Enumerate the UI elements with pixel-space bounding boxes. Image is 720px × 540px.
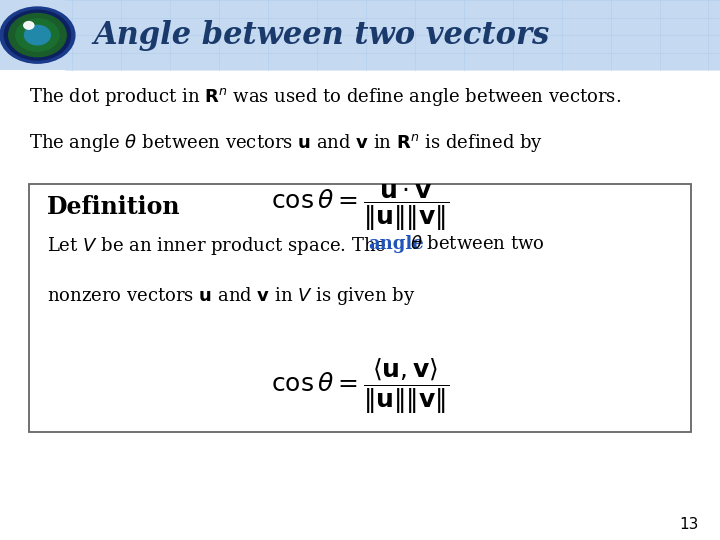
Text: nonzero vectors $\mathbf{u}$ and $\mathbf{v}$ in $V$ is given by: nonzero vectors $\mathbf{u}$ and $\mathb… <box>47 285 415 307</box>
Text: $\theta$ between two: $\theta$ between two <box>410 235 545 253</box>
Text: angle: angle <box>369 235 424 253</box>
Text: Angle between two vectors: Angle between two vectors <box>94 19 550 51</box>
Circle shape <box>24 25 50 45</box>
Text: The dot product in $\mathbf{R}^n$ was used to define angle between vectors.: The dot product in $\mathbf{R}^n$ was us… <box>29 86 621 109</box>
Text: $\cos\theta = \dfrac{\mathbf{u} \cdot \mathbf{v}}{\|\mathbf{u}\|\|\mathbf{v}\|}$: $\cos\theta = \dfrac{\mathbf{u} \cdot \m… <box>271 183 449 233</box>
FancyBboxPatch shape <box>29 184 691 432</box>
Text: The angle $\theta$ between vectors $\mathbf{u}$ and $\mathbf{v}$ in $\mathbf{R}^: The angle $\theta$ between vectors $\mat… <box>29 132 543 154</box>
Circle shape <box>9 14 66 57</box>
Circle shape <box>16 19 59 51</box>
Circle shape <box>4 10 71 60</box>
Circle shape <box>0 7 75 63</box>
Text: Definition: Definition <box>47 195 180 219</box>
Text: 13: 13 <box>679 517 698 532</box>
Text: $\cos\theta = \dfrac{\langle \mathbf{u}, \mathbf{v} \rangle}{\|\mathbf{u}\|\|\ma: $\cos\theta = \dfrac{\langle \mathbf{u},… <box>271 356 449 416</box>
Text: Let $V$ be an inner product space. The: Let $V$ be an inner product space. The <box>47 235 387 257</box>
Circle shape <box>24 22 34 29</box>
FancyBboxPatch shape <box>0 0 720 70</box>
